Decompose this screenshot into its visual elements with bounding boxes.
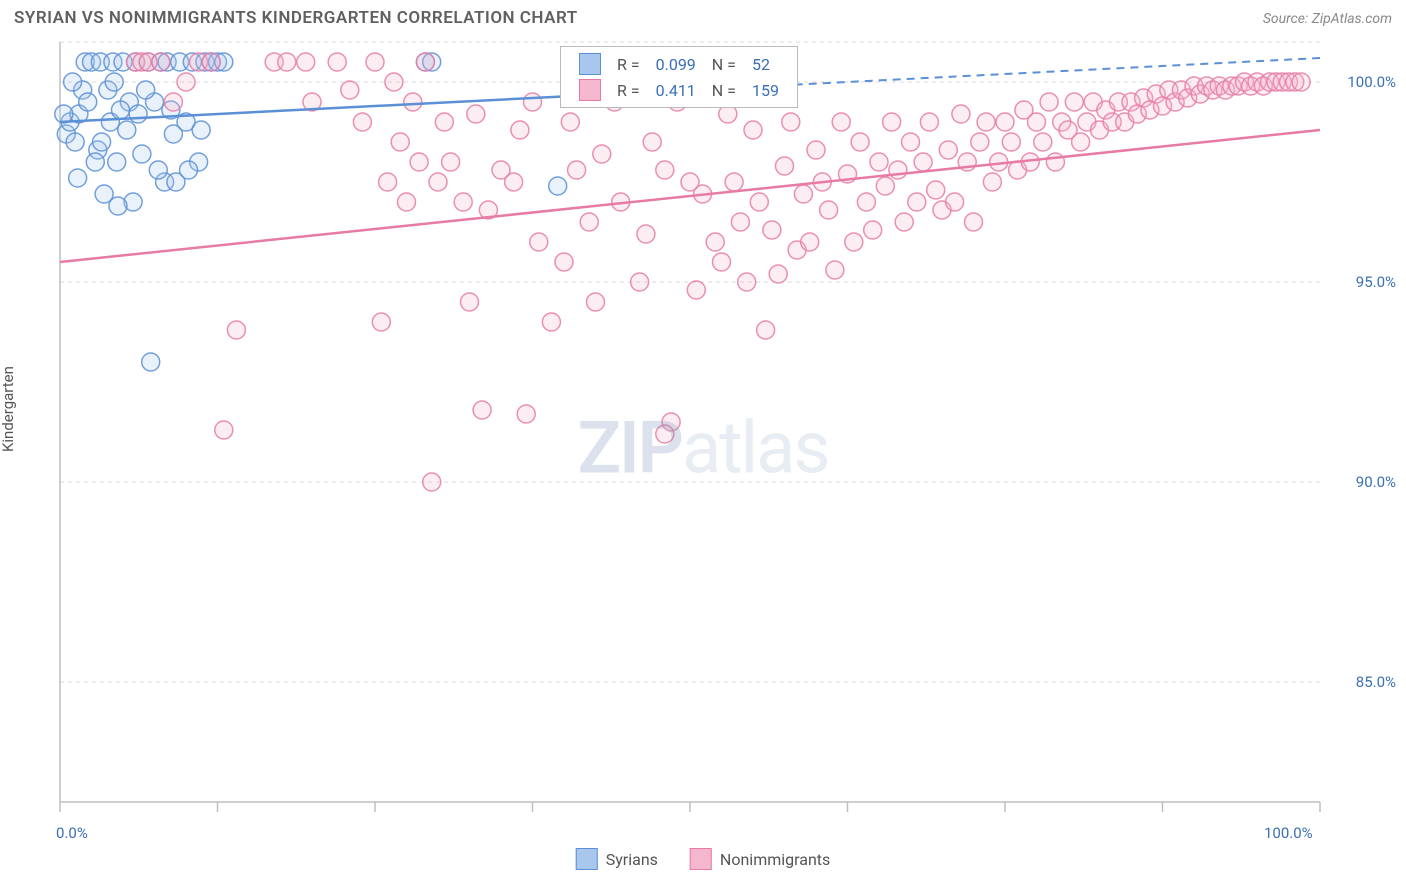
x-tick-label: 100.0% [1264, 824, 1313, 842]
legend-row: R = 0.099 N = 52 [571, 51, 787, 77]
y-tick-label: 100.0% [1347, 73, 1396, 91]
y-axis-label: Kindergarten [0, 366, 17, 452]
n-label: N = [704, 51, 744, 77]
syrians-swatch [579, 53, 601, 75]
r-label: R = [609, 51, 648, 77]
legend-item-nonimmigrants: Nonimmigrants [690, 848, 830, 870]
r-label: R = [609, 77, 648, 103]
y-tick-label: 95.0% [1356, 273, 1396, 291]
nonimmigrants-swatch [579, 79, 601, 101]
syrians-swatch [576, 848, 598, 870]
series-legend: Syrians Nonimmigrants [576, 848, 831, 870]
chart-container: ZIPatlas Kindergarten R = 0.099 N = 52 R… [0, 32, 1406, 872]
r-value: 0.099 [648, 51, 704, 77]
r-value: 0.411 [648, 77, 704, 103]
legend-label: Syrians [606, 850, 658, 869]
n-label: N = [704, 77, 744, 103]
y-tick-label: 85.0% [1356, 673, 1396, 691]
n-value: 52 [744, 51, 787, 77]
legend-label: Nonimmigrants [720, 850, 830, 869]
correlation-legend: R = 0.099 N = 52 R = 0.411 N = 159 [560, 46, 798, 108]
legend-item-syrians: Syrians [576, 848, 658, 870]
x-tick-label: 0.0% [56, 824, 88, 842]
y-tick-label: 90.0% [1356, 473, 1396, 491]
legend-row: R = 0.411 N = 159 [571, 77, 787, 103]
chart-title: SYRIAN VS NONIMMIGRANTS KINDERGARTEN COR… [14, 8, 578, 28]
n-value: 159 [744, 77, 787, 103]
nonimmigrants-swatch [690, 848, 712, 870]
source-label: Source: ZipAtlas.com [1263, 11, 1392, 27]
scatter-chart [0, 32, 1406, 872]
